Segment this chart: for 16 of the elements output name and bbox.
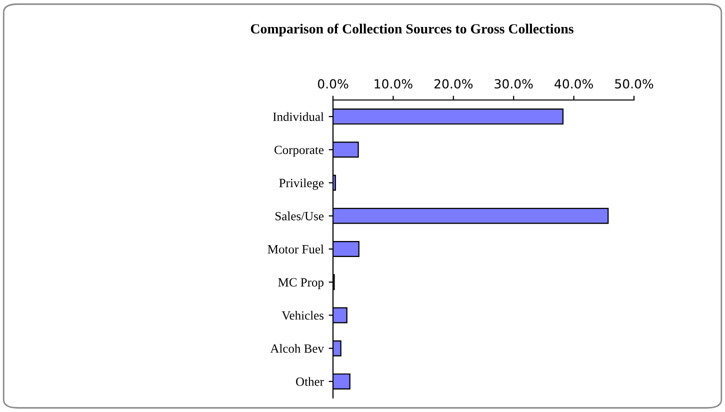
y-tick-label: Privilege	[279, 178, 324, 190]
y-tick-label: Individual	[273, 112, 324, 122]
x-tick-label: 20.0%	[434, 79, 473, 89]
y-tick-label: Vehicles	[282, 310, 324, 320]
y-tick-label: Sales/Use	[276, 212, 324, 220]
y-tick-label: Other	[296, 377, 324, 386]
chart-title: Comparison of Collection Sources to Gross Collections	[250, 24, 574, 36]
x-tick-label: 0.0%	[318, 79, 348, 89]
y-tick-label: Corporate	[274, 146, 324, 157]
x-tick-label: 10.0%	[374, 79, 412, 89]
y-tick-label: MC Prop	[278, 278, 324, 290]
x-tick-label: 30.0%	[494, 79, 533, 89]
x-tick-label: 50.0%	[615, 79, 654, 89]
y-tick-label: Motor Fuel	[268, 244, 324, 254]
x-tick-label: 40.0%	[554, 79, 593, 89]
y-tick-label: Alcoh Bev	[270, 344, 324, 353]
